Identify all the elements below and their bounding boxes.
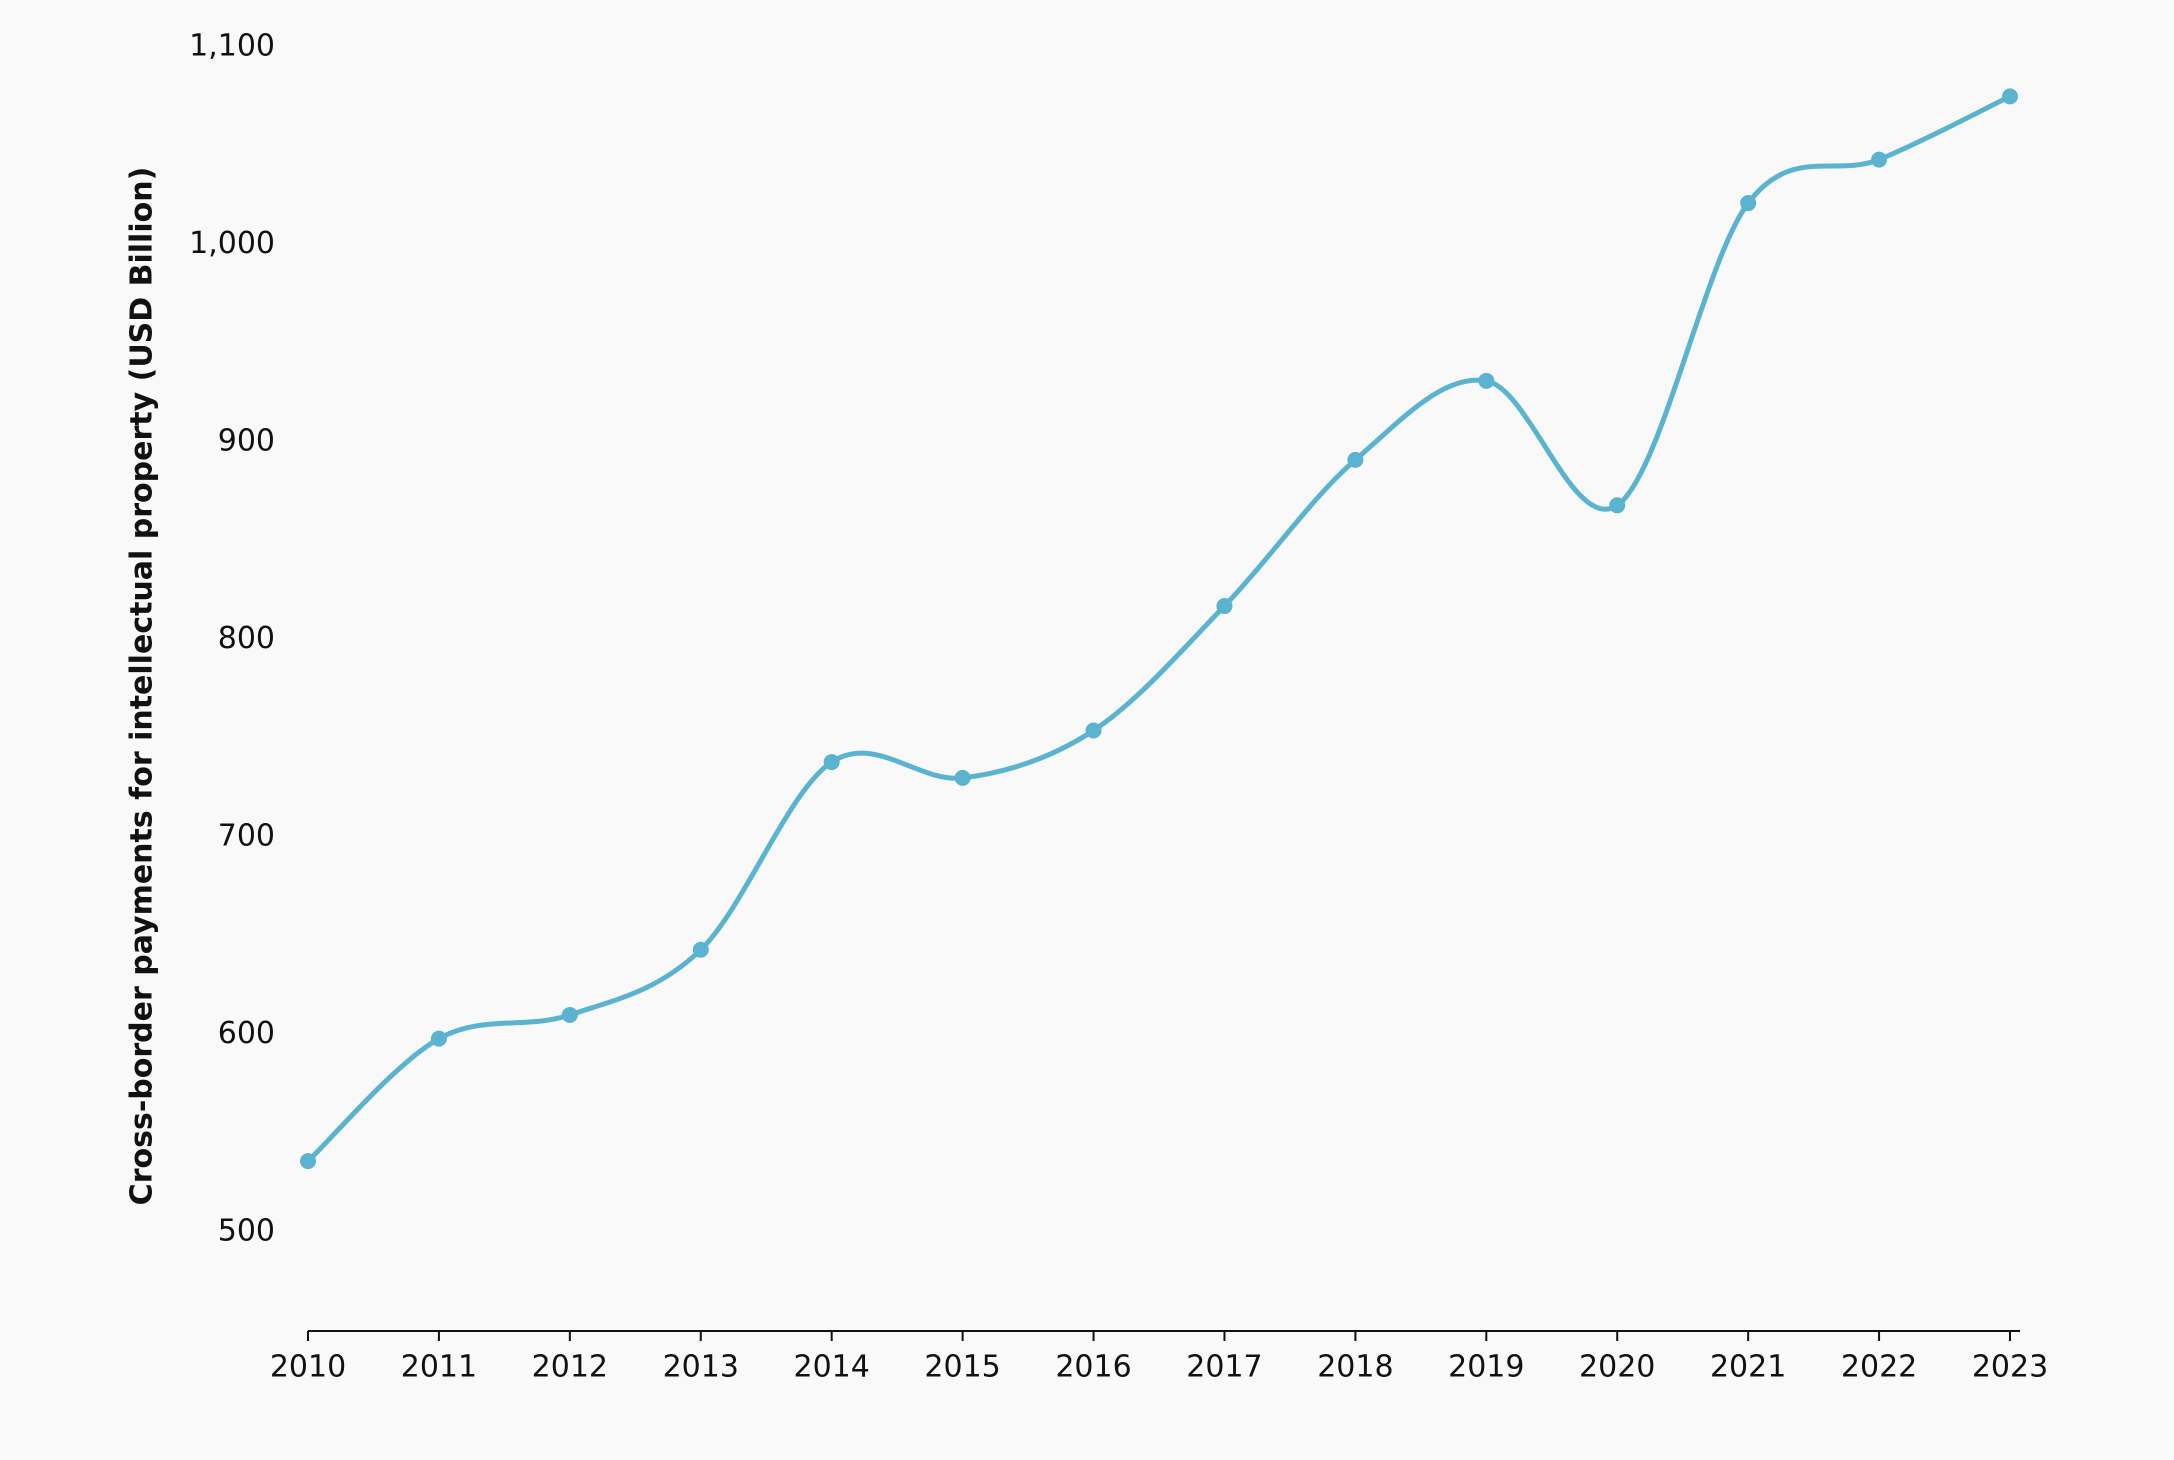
x-tick-label: 2013 [663,1350,739,1385]
x-tick-label: 2021 [1710,1350,1786,1385]
point [1871,151,1888,168]
point [1478,372,1495,389]
x-tick-label: 2015 [924,1350,1000,1385]
y-tick-label: 700 [218,819,275,854]
y-tick-label: 600 [218,1016,275,1051]
y-tick-label: 800 [218,621,275,656]
x-tick-label: 2019 [1448,1350,1524,1385]
point [692,941,709,958]
y-tick-label: 1,000 [189,226,275,261]
x-tick-label: 2016 [1055,1350,1131,1385]
point [823,754,840,771]
point [1609,497,1626,514]
point [954,769,971,786]
y-tick-label: 900 [218,424,275,459]
y-tick-label: 1,100 [189,29,275,64]
point [430,1030,447,1047]
x-tick-label: 2010 [270,1350,346,1385]
y-axis-title: Cross-border payments for intellectual p… [125,167,160,1206]
point [1085,722,1102,739]
point [561,1006,578,1023]
x-tick-label: 2011 [401,1350,477,1385]
y-tick-label: 500 [218,1214,275,1249]
x-tick-label: 2020 [1579,1350,1655,1385]
point [2002,88,2018,105]
x-tick-label: 2023 [1972,1350,2048,1385]
point [1216,598,1233,615]
point [1347,451,1364,468]
line [306,94,2012,1163]
x-tick-label: 2017 [1186,1350,1262,1385]
point [300,1153,316,1170]
x-tick-label: 2022 [1841,1350,1917,1385]
point [1740,195,1757,212]
x-tick-label: 2014 [794,1350,870,1385]
x-tick-label: 2012 [532,1350,608,1385]
x-tick-label: 2018 [1317,1350,1393,1385]
